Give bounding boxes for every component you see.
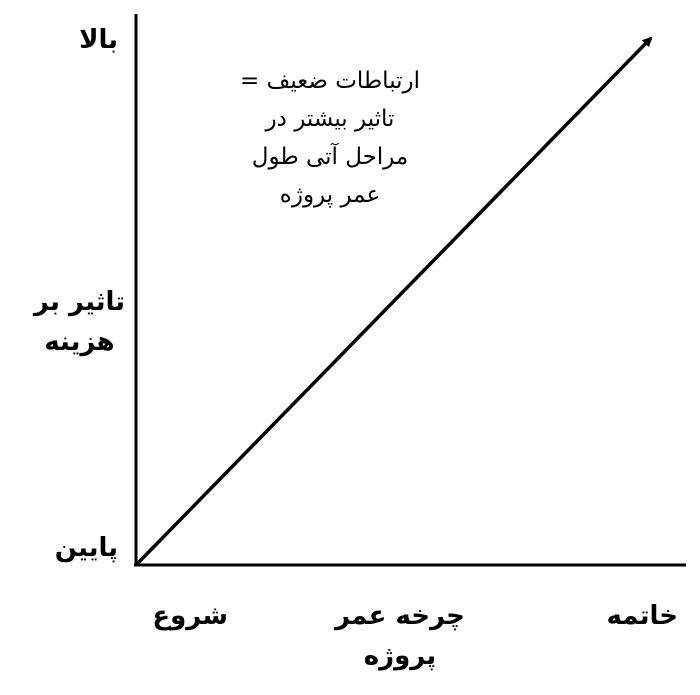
x-axis-title-line1: چرخه عمر [335, 601, 465, 631]
x-axis-title: چرخه عمر پروژه [330, 596, 470, 676]
annotation-line4: عمر پروژه [279, 182, 381, 208]
annotation-line1: ارتباطات ضعیف = [239, 68, 421, 94]
x-axis-end-label: خاتمه [606, 601, 678, 631]
x-axis-title-line2: پروژه [363, 641, 437, 671]
annotation-line2: تاثیر بیشتر در [265, 106, 395, 132]
y-axis-title-line2: هزینه [44, 327, 115, 357]
y-axis-bottom-label: پایین [54, 533, 118, 563]
annotation-text: ارتباطات ضعیف = تاثیر بیشتر در مراحل آتی… [200, 62, 460, 214]
y-axis-title-line1: تاثیر بر [33, 287, 125, 317]
x-axis-start-label: شروع [152, 601, 228, 631]
annotation-line3: مراحل آتی طول [251, 144, 409, 170]
y-axis-top-label: بالا [79, 25, 118, 55]
y-axis-title: تاثیر بر هزینه [34, 282, 125, 362]
cost-impact-arrow [135, 36, 653, 566]
